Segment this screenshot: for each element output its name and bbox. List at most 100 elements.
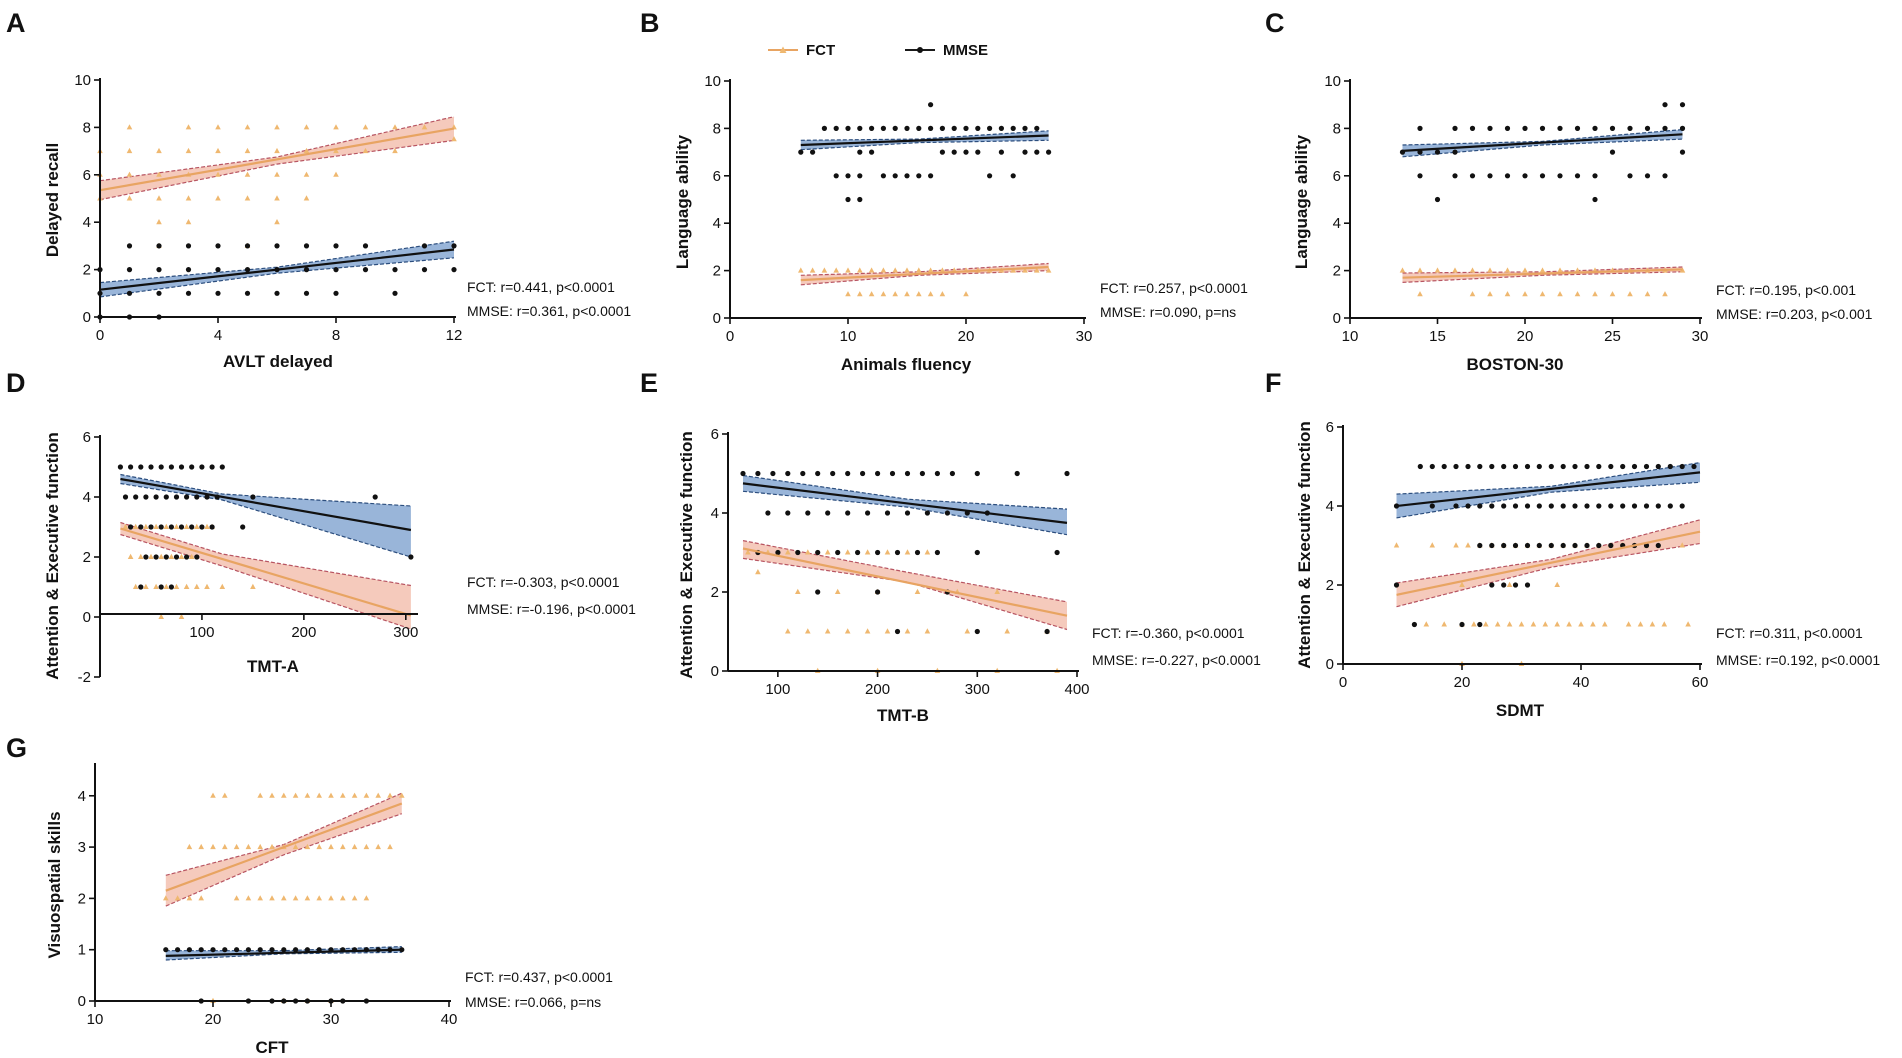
panel-c-fct-point [1557,291,1563,297]
panel-b-fct-point [868,291,875,297]
panel-a-y-tick-label: 0 [83,309,91,326]
panel-d-fct-point [168,553,175,559]
panel-d-fct-regression-line [120,527,412,617]
panel-d-fct-point [194,583,200,589]
panel-e-mmse-point [785,510,791,516]
panel-b: B 0 2 4 6 8 10 0 10 20 30 Animals fluency Languag… [640,8,1248,374]
panel-a-fct-point [244,147,251,154]
panel-a-mmse-point [303,267,310,273]
panel-f-mmse-point [1465,503,1471,509]
panel-e-fct-point [824,549,831,555]
panel-e-mmse-point [755,470,761,477]
panel-d-fct-point [143,583,149,589]
panel-d-fct-point [153,583,159,589]
panel-d-mmse-point [143,554,149,560]
panel-g-fct-point [375,843,381,850]
panel-c-mmse-point [1679,149,1686,155]
panel-a-fct-point [244,195,251,201]
panel-a-mmse-point [215,243,221,249]
panel-g-fct-point [328,792,334,798]
panel-g-mmse-point [269,947,275,953]
panel-a-fct-confidence-band [100,116,454,200]
panel-d-mmse-point [133,494,139,500]
panel-d-fct-point [148,553,154,559]
panel-b-fct-point [1010,267,1016,273]
panel-f-mmse-point [1524,582,1531,588]
panel-f-fct-point [1483,621,1489,627]
panel-c-axes: 0 2 4 6 8 10 10 15 20 25 30 [1324,73,1708,345]
panel-b-fct-point [821,267,828,273]
panel-f-y-tick-label: 2 [1326,577,1334,594]
panel-f-fct-band-upper [1396,519,1701,584]
panel-g-fct-point [351,843,358,850]
panel-e-mmse-point [1044,628,1050,635]
panel-e-mmse-point [914,549,921,556]
panel-f-mmse-point [1608,542,1614,549]
panel-f-mmse-point [1655,503,1661,509]
panel-d-mmse-point [250,494,256,500]
panel-e-fct-point [785,549,791,555]
panel-e-mmse-point [974,470,980,477]
panel-f-x-tick-label: 0 [1339,674,1347,691]
panel-b-mmse-point [975,149,981,155]
panel-g-fct-point [363,843,370,850]
panel-f-mmse-point [1548,542,1554,549]
panel-e-mmse-confidence-band [743,475,1067,535]
panel-d-mmse-point [209,524,215,530]
panel-a-mmse-point [392,290,398,296]
panel-d-mmse-point [372,494,378,500]
panel-d-ylabel: Attention & Executive function [43,432,62,679]
panel-f-fits [1396,471,1701,596]
panel-a-fct-point [333,124,339,130]
panel-a-mmse-point [392,267,398,273]
panel-c-mmse-point [1574,125,1581,131]
panel-e-fct-point [914,588,921,594]
panel-e-mmse-point [949,470,956,477]
panel-d-mmse-point [148,524,154,530]
panel-d-mmse-point [168,584,174,590]
panel-d-fct-point [132,583,139,589]
panel-d-fct-point [173,523,180,529]
panel-b-mmse-point [998,125,1005,131]
panel-g-fct-band-upper [165,792,403,876]
panel-d-mmse-point [158,464,164,470]
panel-d-mmse-point [173,494,180,500]
panel-d-fct-point [153,523,159,529]
panel-b-mmse-point [1046,149,1052,155]
panel-g-mmse-point [293,947,299,953]
panel-d-mmse-point [153,494,159,500]
panel-g-fct-point [222,843,228,850]
panel-a-fct-point [185,147,192,154]
panel-d-mmse-point [158,584,164,590]
panel-b-fct-point [892,291,898,297]
panel-a-mmse-point [126,290,133,296]
panel-b-mmse-point [1010,173,1016,179]
panel-b-annotation-fct: FCT: r=0.257, p<0.0001 [1100,280,1248,296]
panel-f-fct-point [1465,542,1471,548]
panel-c-fct-point [1504,291,1511,297]
panel-d-mmse-point [138,524,144,530]
panel-c-y-tick-label: 8 [1333,120,1341,137]
panel-d-fct-point [158,553,164,559]
panel-b-mmse-point [987,125,993,131]
panel-a-mmse-point [244,243,251,249]
panel-e-fct-point [805,549,811,555]
panel-e-axes: 0 2 4 6 100 200 300 400 [711,426,1090,698]
panel-g-fct-point [245,895,252,901]
panel-c-fct-point [1522,291,1528,297]
panel-f-mmse-point [1679,503,1685,509]
panel-c-x-tick-label: 10 [1342,328,1359,345]
panel-a-mmse-point [451,243,457,249]
panel-d-mmse-point [240,524,246,530]
panel-c-mmse-point [1662,102,1668,108]
panel-e-mmse-point [974,628,980,635]
panel-g-fct-point [210,792,216,798]
panel-f-fct-point [1429,542,1435,548]
panel-b-mmse-point [1010,125,1016,131]
panel-d-fits [120,477,412,617]
panel-a-fct-point [274,171,280,177]
panel-a-axes: 0 2 4 6 8 10 0 4 8 12 [74,72,462,344]
panel-a-mmse-point [156,243,162,249]
panel-b-mmse-point [880,173,887,179]
panel-e-mmse-point [800,470,806,477]
